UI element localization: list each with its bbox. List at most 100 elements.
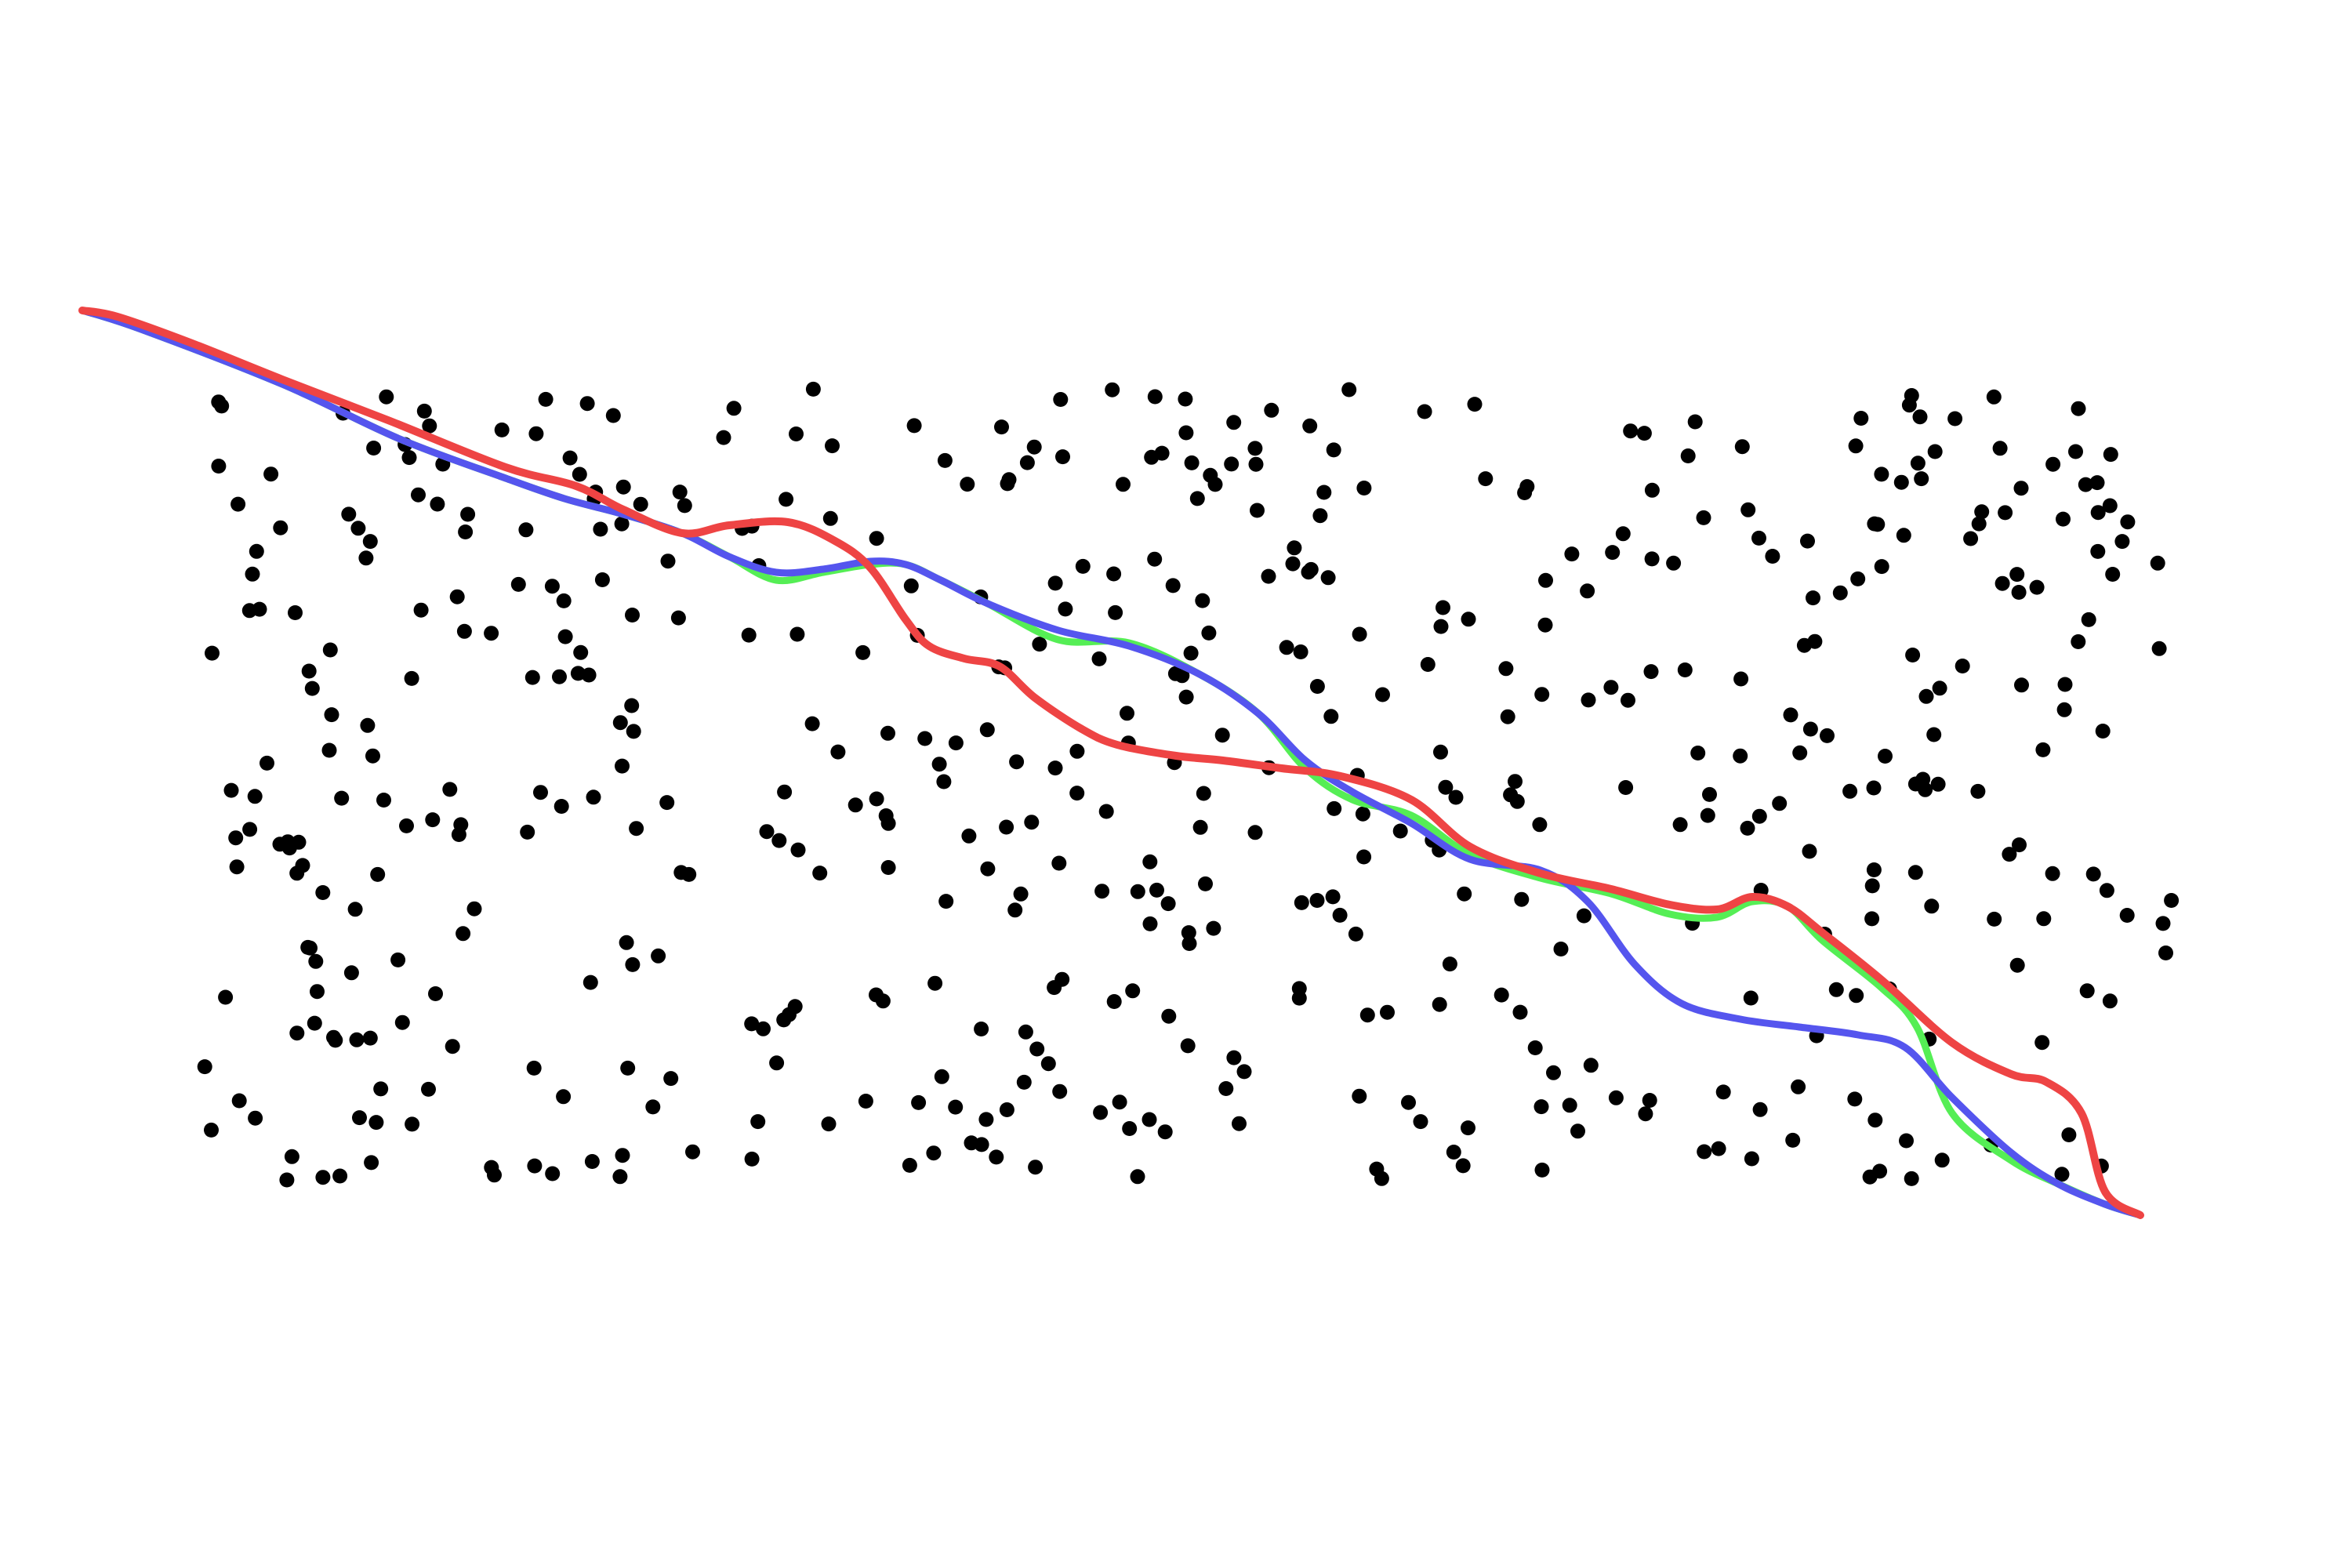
obstacle — [1802, 721, 1818, 737]
obstacle — [2034, 1035, 2050, 1051]
obstacle — [520, 824, 535, 840]
obstacle — [880, 725, 895, 741]
blue-path — [78, 307, 2144, 1219]
obstacle — [526, 1060, 542, 1076]
obstacle — [1149, 882, 1164, 898]
obstacle — [1094, 884, 1110, 899]
obstacle — [821, 1116, 837, 1132]
obstacle — [1904, 1171, 1919, 1186]
obstacle — [1000, 476, 1015, 492]
obstacle — [1994, 575, 2010, 591]
obstacle — [368, 1115, 384, 1131]
obstacle — [1847, 1091, 1863, 1107]
obstacle — [1264, 402, 1279, 418]
obstacle — [1743, 990, 1759, 1006]
obstacle — [1680, 448, 1696, 463]
obstacle — [880, 860, 896, 875]
obstacle — [830, 744, 846, 760]
obstacle — [231, 1093, 247, 1109]
obstacle — [1534, 1162, 1550, 1178]
obstacle — [332, 1168, 348, 1184]
obstacle — [2090, 505, 2106, 521]
obstacle — [1091, 651, 1107, 666]
obstacle — [2054, 1167, 2070, 1182]
obstacle — [2009, 567, 2025, 583]
obstacle — [399, 818, 414, 833]
obstacle — [1623, 423, 1639, 439]
obstacle — [1899, 1133, 1914, 1149]
obstacle — [328, 1033, 343, 1048]
obstacle — [1291, 981, 1307, 996]
obstacle — [1192, 819, 1208, 835]
obstacle — [572, 466, 587, 482]
obstacle — [911, 1094, 927, 1110]
obstacle — [994, 419, 1009, 435]
obstacle — [230, 496, 246, 512]
obstacle — [1294, 895, 1309, 910]
obstacle — [960, 477, 975, 492]
obstacle — [284, 1149, 299, 1164]
obstacle — [229, 859, 245, 875]
obstacle — [1618, 780, 1634, 795]
obstacle — [594, 572, 610, 587]
obstacle — [620, 1060, 636, 1076]
obstacle — [2102, 993, 2118, 1009]
obstacle — [1180, 1038, 1196, 1054]
obstacle — [310, 984, 325, 1000]
obstacle — [1369, 1161, 1385, 1177]
obstacle — [583, 975, 598, 990]
obstacle — [1301, 564, 1316, 580]
obstacle — [1184, 455, 1200, 470]
obstacle — [974, 1022, 989, 1036]
obstacle — [466, 901, 482, 916]
obstacle — [612, 1169, 628, 1185]
obstacle — [1236, 1064, 1252, 1080]
obstacle — [1783, 707, 1798, 723]
obstacle — [1955, 659, 1970, 673]
obstacle — [875, 993, 891, 1009]
obstacle — [1866, 780, 1882, 796]
obstacle — [1603, 680, 1619, 695]
obstacle — [1326, 442, 1341, 458]
red-path — [78, 307, 2144, 1219]
obstacle — [260, 755, 274, 771]
obstacle — [681, 866, 697, 882]
obstacle — [552, 669, 567, 684]
obstacle — [1576, 908, 1592, 924]
obstacle — [421, 1081, 436, 1097]
obstacle — [295, 858, 310, 873]
obstacle — [533, 785, 548, 800]
obstacle — [1047, 760, 1063, 776]
obstacle — [1183, 645, 1199, 661]
obstacle — [1279, 640, 1294, 655]
obstacle — [518, 522, 534, 538]
obstacle — [771, 833, 787, 848]
obstacle — [322, 642, 338, 658]
obstacle — [2150, 555, 2165, 571]
obstacle — [281, 840, 297, 856]
obstacle — [936, 774, 952, 789]
obstacle — [273, 520, 289, 535]
obstacle — [562, 450, 578, 466]
obstacle — [2045, 456, 2061, 472]
obstacle — [1744, 1151, 1759, 1167]
obstacle — [1832, 585, 1848, 601]
obstacle — [1112, 1094, 1127, 1110]
obstacle — [1144, 449, 1160, 465]
obstacle — [2013, 481, 2029, 496]
obstacle — [460, 506, 476, 522]
obstacle — [750, 1114, 766, 1130]
obstacle — [1765, 549, 1780, 564]
obstacle — [2071, 401, 2086, 416]
obstacle — [1534, 687, 1550, 702]
obstacle — [1214, 728, 1230, 743]
obstacle — [1226, 415, 1242, 430]
obstacle — [1864, 878, 1880, 894]
obstacle — [413, 602, 429, 618]
obstacle — [1355, 806, 1370, 822]
obstacle — [1352, 626, 1367, 642]
obstacle — [927, 975, 943, 991]
obstacle — [1874, 559, 1889, 575]
obstacle — [1116, 477, 1131, 492]
obstacle — [349, 1032, 365, 1047]
